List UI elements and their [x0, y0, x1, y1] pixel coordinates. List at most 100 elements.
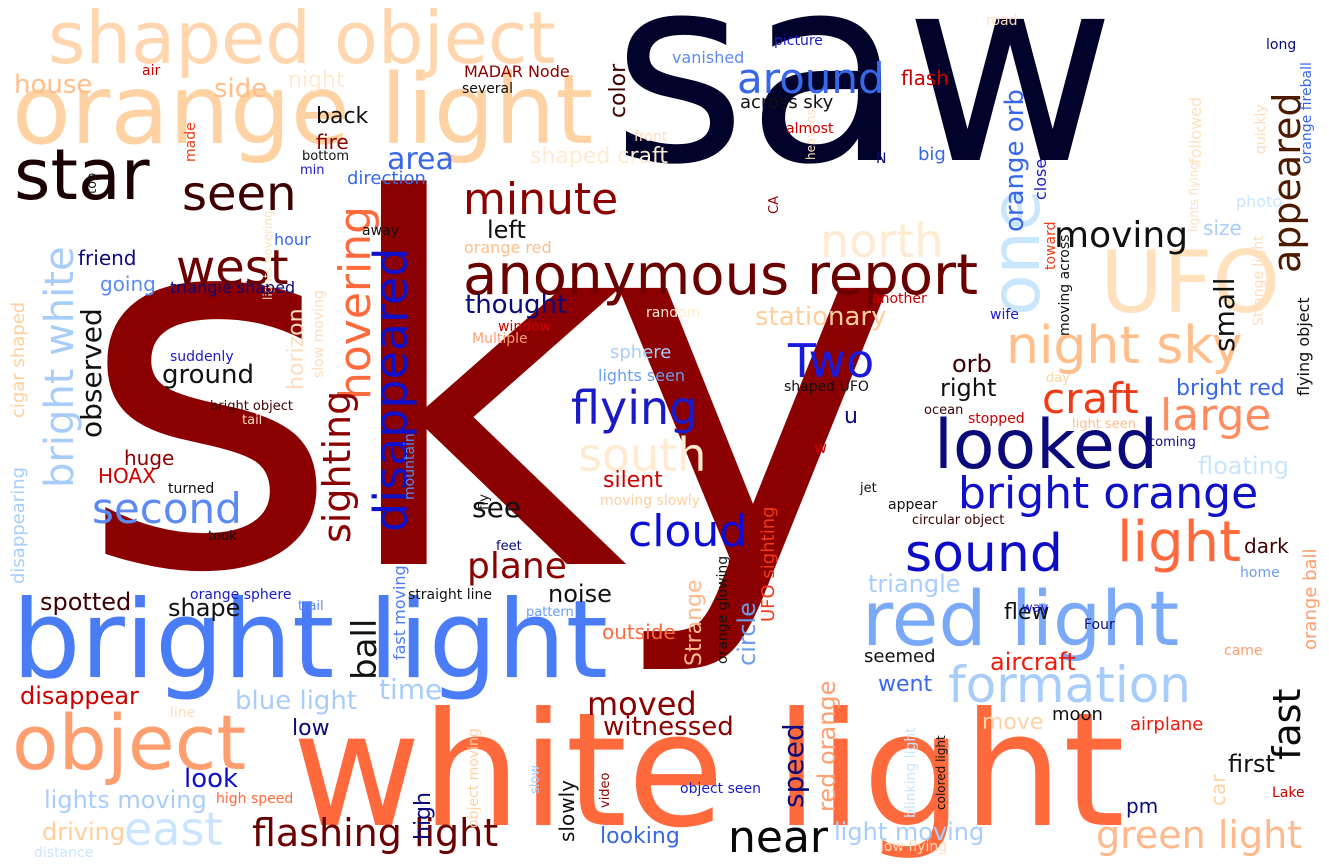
word-ball: ball	[345, 618, 385, 680]
word-green-light: green light	[1096, 813, 1303, 857]
word-orb: orb	[952, 350, 992, 378]
word-bright-light: bright light	[12, 578, 609, 703]
word-pm: pm	[1126, 794, 1159, 818]
word-moon: moon	[1052, 704, 1103, 725]
word-orange-glowing: orange glowing	[715, 555, 731, 664]
word-around: around	[737, 54, 885, 103]
word-coming: coming	[1148, 435, 1196, 450]
word-sound: sound	[905, 524, 1063, 584]
word-strange: Strange	[682, 579, 707, 666]
word-looked: looked	[934, 406, 1159, 485]
word-ufo-sighting: UFO sighting	[758, 506, 779, 622]
word-turned: turned	[168, 481, 215, 497]
word-south: south	[578, 428, 707, 482]
word-slow-moving: slow moving	[311, 290, 327, 378]
word-low: low	[292, 716, 330, 741]
word-bottom: bottom	[302, 149, 350, 164]
word-night-sky: night sky	[1006, 316, 1243, 376]
word-stationary: stationary	[755, 302, 887, 332]
word-made: made	[183, 122, 199, 162]
word-quickly: quickly	[1253, 104, 1269, 154]
word-going: going	[100, 272, 156, 296]
word-ground: ground	[162, 360, 254, 390]
word-slow: slow	[528, 765, 543, 794]
word-pattern: pattern	[526, 605, 574, 620]
word-top: top	[85, 172, 100, 194]
word-looking: looking	[600, 824, 680, 849]
word-vanished: vanished	[672, 48, 745, 67]
word-floating: floating	[1198, 452, 1290, 480]
word-back: back	[316, 104, 369, 129]
word-triangle: triangle	[868, 570, 961, 598]
word-flying: flying	[571, 381, 699, 435]
word-cloud: cloud	[628, 506, 748, 557]
word-day: day	[1046, 371, 1070, 386]
word-huge: huge	[124, 446, 175, 470]
word-stopped: stopped	[968, 411, 1025, 427]
word-outside: outside	[602, 620, 676, 644]
word-came: came	[1224, 643, 1263, 659]
word-ca: CA	[767, 196, 782, 214]
word-ocean: ocean	[924, 403, 964, 418]
word-shaped-object: shaped object	[48, 0, 556, 80]
word-bright-orange: bright orange	[958, 468, 1259, 519]
word-several: several	[462, 81, 514, 97]
word-area: area	[387, 142, 454, 177]
word-slowly: slowly	[555, 780, 579, 842]
word-minute: minute	[463, 174, 619, 225]
word-video: video	[598, 772, 613, 808]
word-house: house	[14, 70, 93, 100]
word-object: object	[12, 698, 247, 787]
word-move: move	[982, 710, 1044, 735]
word-line: line	[170, 705, 196, 721]
word-lights-flying: lights flying	[1187, 162, 1201, 232]
word-second: second	[92, 484, 242, 533]
word-toward: toward	[1043, 221, 1059, 270]
word-north: north	[820, 214, 944, 268]
word-orange-fireball: orange fireball	[1299, 62, 1315, 164]
word-w: w	[814, 438, 828, 457]
word-disappearing: disappearing	[8, 466, 29, 584]
word-flew: flew	[1004, 600, 1050, 625]
word-high-speed: high speed	[216, 791, 294, 807]
word-flash: flash	[901, 66, 949, 90]
word-friend: friend	[78, 246, 137, 270]
word-west: west	[176, 240, 289, 296]
word-ufo: UFO	[1100, 233, 1281, 333]
word-two: Two	[788, 334, 875, 388]
word-went: went	[878, 672, 933, 697]
word-color: color	[606, 63, 631, 118]
word-horizon: horizon	[284, 308, 309, 390]
word-speed: speed	[777, 723, 810, 808]
word-object-moving: object moving	[466, 728, 482, 828]
word-sky: sky	[78, 96, 902, 684]
word-side: side	[214, 74, 268, 104]
word-home: home	[1240, 565, 1280, 581]
word-fast-moving: fast moving	[390, 565, 409, 660]
word-took: took	[208, 529, 237, 544]
word-anonymous-report: anonymous report	[463, 243, 979, 308]
word-orange-red: orange red	[464, 238, 552, 257]
word-road: road	[986, 13, 1018, 29]
word-witnessed: witnessed	[603, 712, 734, 742]
word-fire: fire	[316, 130, 349, 154]
word-east: east	[124, 802, 223, 856]
word-dark: dark	[1244, 534, 1289, 558]
word-madar-node: MADAR Node	[464, 62, 570, 81]
word-blinking-light: blinking light	[903, 727, 919, 818]
word-long: long	[1266, 37, 1297, 53]
word-bright-object: bright object	[210, 399, 293, 414]
word-look: look	[184, 764, 239, 794]
word-moving: moving	[1054, 215, 1189, 256]
word-large: large	[1160, 390, 1272, 441]
word-star: star	[14, 134, 150, 216]
word-wife: wife	[990, 307, 1019, 323]
word-circular-object: circular object	[912, 513, 1005, 528]
word-seen: seen	[182, 166, 297, 222]
word-way: way	[1022, 601, 1049, 616]
word-u: u	[844, 404, 858, 429]
word-night: night	[288, 68, 345, 93]
word-sighting: sighting	[315, 390, 359, 543]
word-light: light	[1117, 510, 1242, 575]
word-craft: craft	[1042, 374, 1139, 423]
